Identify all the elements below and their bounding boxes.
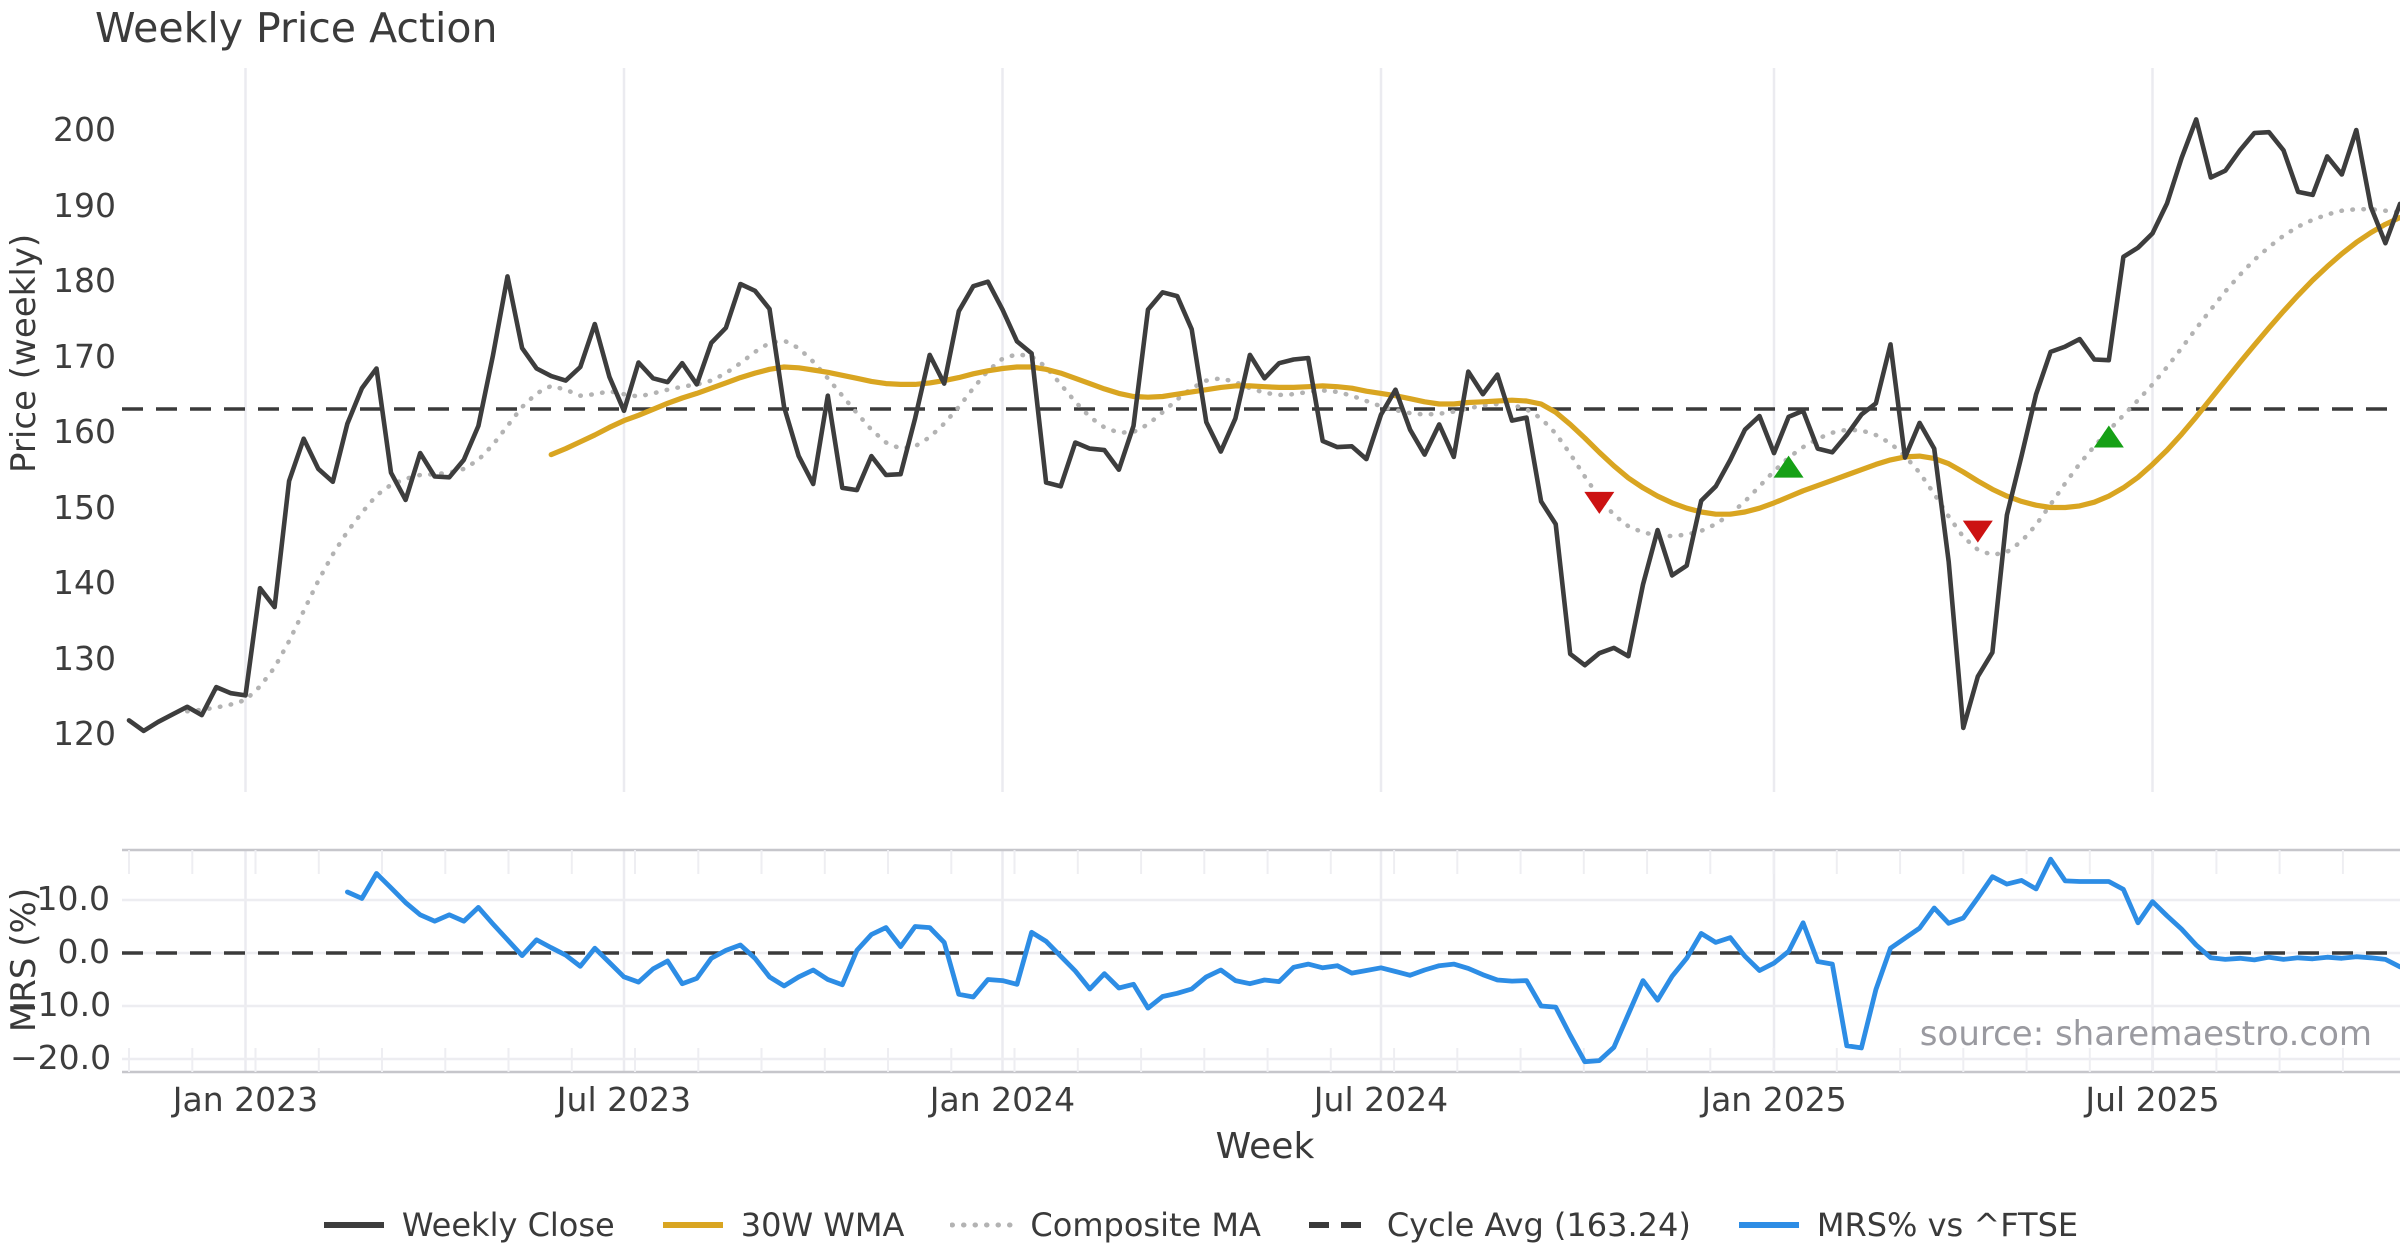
legend-item: Composite MA (950, 1206, 1261, 1244)
x-tick-label: Jan 2025 (1701, 1080, 1847, 1119)
price-ytick-label: 160 (53, 412, 116, 452)
legend-swatch-solid (662, 1222, 723, 1228)
price-ytick-label: 120 (53, 714, 116, 754)
legend-item: MRS% vs ^FTSE (1737, 1206, 2078, 1244)
legend-item: Weekly Close (322, 1206, 615, 1244)
x-axis-label: Week (1215, 1126, 1315, 1167)
legend-label: Cycle Avg (163.24) (1386, 1206, 1691, 1244)
price-ytick-label: 200 (53, 110, 116, 150)
weekly-close-line (126, 117, 2400, 734)
sell-signal-marker (1584, 491, 1615, 514)
price-ytick-label: 150 (53, 487, 116, 527)
legend-item: 30W WMA (661, 1206, 905, 1244)
x-tick-label: Jan 2023 (172, 1080, 319, 1119)
chart-title: Weekly Price Action (95, 4, 498, 52)
buy-signal-marker (2093, 425, 2124, 448)
price-ytick-label: 140 (53, 563, 116, 603)
legend-swatch-dotted (950, 1222, 1015, 1228)
x-tick-label: Jul 2023 (556, 1080, 692, 1119)
price-ytick-label: 190 (53, 185, 116, 225)
legend-label: Composite MA (1030, 1206, 1261, 1244)
legend-swatch-solid (1738, 1222, 1799, 1228)
wma-line (548, 214, 2400, 517)
x-tick-label: Jul 2025 (2085, 1080, 2220, 1119)
mrs-ytick-label: 0.0 (57, 932, 110, 971)
mrs-ytick-label: 10.0 (36, 879, 110, 918)
mrs-ytick-label: −20.0 (10, 1038, 112, 1077)
price-ytick-label: 130 (53, 638, 116, 678)
legend-label: MRS% vs ^FTSE (1816, 1206, 2079, 1244)
mrs-line (345, 856, 2400, 1065)
mrs-ytick-label: −10.0 (10, 985, 112, 1024)
price-ytick-label: 170 (53, 336, 116, 376)
x-tick-label: Jan 2024 (929, 1080, 1076, 1119)
legend-swatch-solid (323, 1222, 384, 1228)
legend-swatch-dashed (1308, 1222, 1369, 1228)
legend-label: 30W WMA (740, 1206, 905, 1244)
price-ytick-label: 180 (53, 261, 116, 301)
x-tick-label: Jul 2024 (1313, 1080, 1449, 1119)
chart-legend: Weekly Close 30W WMA Composite MA Cycle Avg… (0, 1206, 2400, 1244)
legend-item: Cycle Avg (163.24) (1307, 1206, 1691, 1244)
source-attribution: source: sharemaestro.com (1919, 1014, 2372, 1054)
sell-signal-marker (1962, 520, 1993, 543)
composite-ma-line (184, 206, 2400, 714)
legend-label: Weekly Close (401, 1206, 615, 1244)
buy-signal-marker (1773, 455, 1804, 478)
